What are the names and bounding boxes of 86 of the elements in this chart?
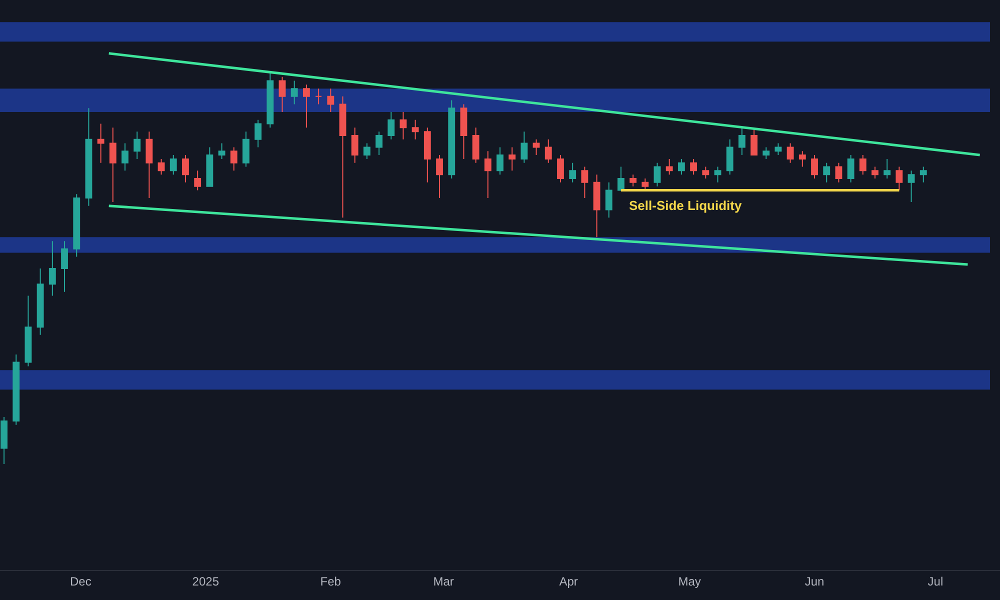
- candlestick: [798, 150, 806, 168]
- candlestick: [170, 154, 177, 176]
- candlestick: [605, 182, 612, 218]
- candlestick: [109, 127, 116, 202]
- candlestick: [642, 178, 649, 191]
- candlestick: [884, 158, 891, 179]
- candlestick: [847, 154, 854, 183]
- candlestick: [714, 166, 722, 183]
- candlestick: [290, 80, 298, 105]
- candlestick: [786, 142, 794, 164]
- candlestick: [593, 174, 600, 238]
- candlestick: [896, 166, 903, 191]
- candlestick: [835, 162, 842, 183]
- candlestick: [544, 138, 552, 164]
- candlestick: [448, 100, 456, 179]
- candlestick: [242, 131, 250, 168]
- candlestick: [218, 142, 226, 160]
- candlestick: [908, 170, 915, 202]
- candlestick: [581, 166, 588, 199]
- candlestick: [230, 146, 238, 172]
- candlestick: [532, 138, 540, 156]
- candlestick: [678, 158, 685, 176]
- x-tick-label: 2025: [192, 574, 220, 588]
- candlestick: [388, 112, 395, 140]
- candlestick: [654, 162, 661, 187]
- candlestick: [666, 158, 673, 176]
- candlestick: [496, 146, 504, 176]
- candlestick: [520, 131, 528, 164]
- candlestick: [278, 76, 286, 113]
- candlestick: [182, 154, 189, 183]
- candlestick: [823, 162, 830, 183]
- candlestick: [351, 127, 358, 164]
- candlestick: [412, 119, 419, 140]
- candlestick: [472, 127, 480, 164]
- candlestick: [61, 240, 68, 292]
- candlestick: [738, 127, 746, 156]
- candlestick: [134, 131, 141, 160]
- candlestick: [266, 72, 274, 128]
- candlestick: [206, 146, 214, 187]
- candlestick: [146, 131, 153, 199]
- candlestick: [630, 174, 637, 187]
- candlestick: [363, 142, 370, 160]
- candlestick: [484, 150, 492, 199]
- x-tick-label: Feb: [320, 574, 342, 588]
- annotation: Sell-Side Liquidity: [629, 198, 742, 213]
- candlestick: [97, 123, 104, 164]
- candlestick: [872, 166, 878, 179]
- candlestick: [194, 170, 202, 191]
- x-tick-label: Jun: [804, 574, 824, 588]
- candlestick: [24, 295, 32, 367]
- x-tick-label: Jul: [928, 574, 944, 588]
- candlestick: [400, 112, 407, 140]
- candlestick: [774, 142, 782, 156]
- candlestick: [726, 138, 734, 176]
- candlestick: [339, 96, 346, 218]
- candlestick: [557, 154, 564, 183]
- x-tick-label: Dec: [70, 574, 92, 588]
- candlestick: [0, 416, 8, 464]
- candlestick: [254, 119, 262, 148]
- candlestick: [315, 88, 322, 105]
- candlestick: [302, 84, 310, 128]
- candlestick: [36, 268, 44, 336]
- candlestick: [859, 154, 866, 176]
- candlestick: [750, 127, 758, 156]
- candlestick: [85, 108, 92, 206]
- candlestick: [460, 104, 468, 160]
- candlestick: [508, 146, 516, 172]
- candlestick: [811, 154, 818, 179]
- candlestick: [158, 158, 165, 176]
- candlestick: [436, 154, 443, 199]
- candlestick: [762, 146, 770, 160]
- candlestick: [569, 162, 576, 183]
- x-tick-label: May: [678, 574, 701, 588]
- x-tick-label: Mar: [433, 574, 454, 588]
- candlestick: [122, 142, 128, 172]
- candlestick: [12, 354, 20, 426]
- candlestick: [702, 166, 710, 179]
- candlestick: [920, 166, 927, 183]
- candlestick: [424, 127, 431, 183]
- candlestick: [690, 158, 698, 176]
- candlestick: [48, 240, 56, 296]
- x-tick-label: Apr: [559, 574, 578, 588]
- candlestick: [618, 166, 624, 191]
- candlestick: [327, 88, 334, 113]
- candlestick: [376, 131, 382, 156]
- candlestick: [73, 194, 80, 258]
